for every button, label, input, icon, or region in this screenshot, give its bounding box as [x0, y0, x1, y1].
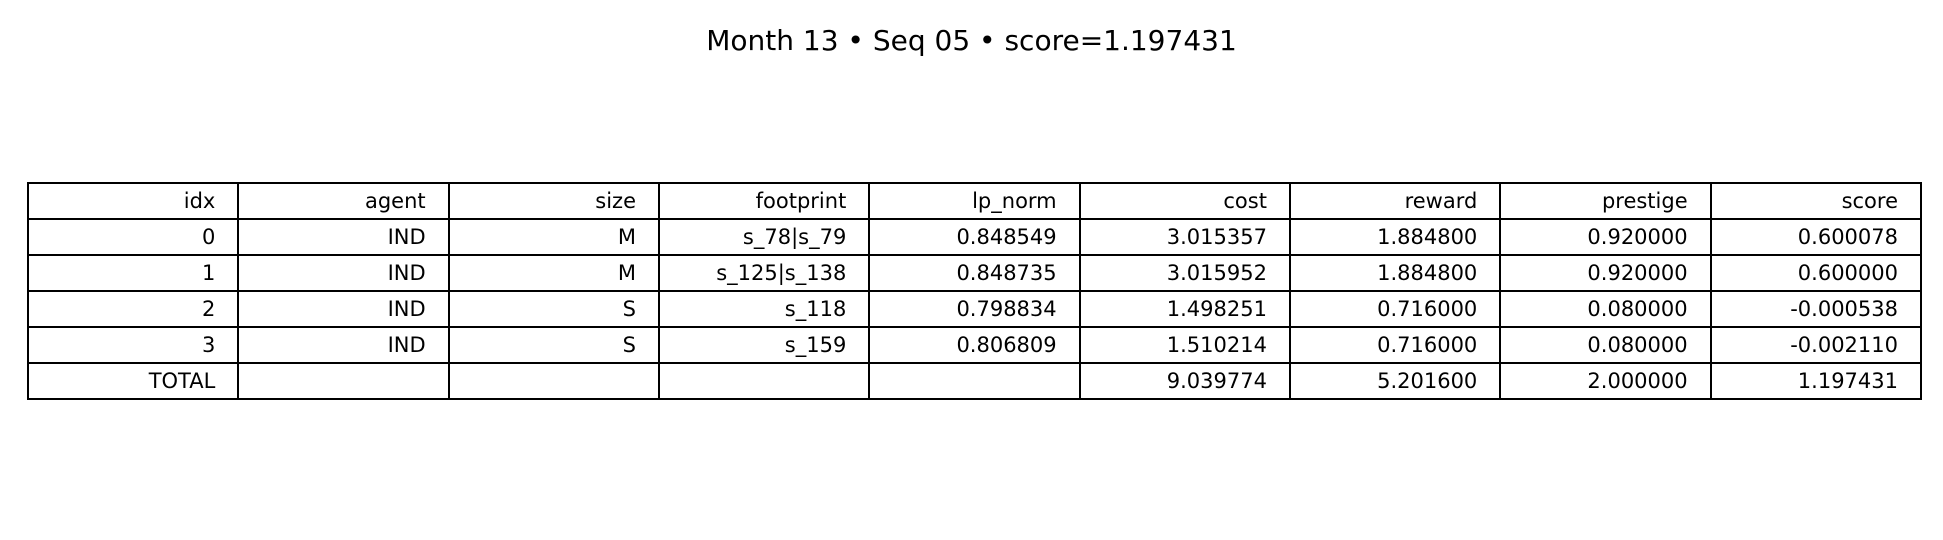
header-cell-size: size — [447, 182, 660, 220]
table-row: 1 IND M s_125|s_138 0.848735 3.015952 1.… — [26, 254, 1923, 292]
table-cell: 1.884800 — [1288, 254, 1502, 292]
table-cell: S — [447, 326, 660, 364]
header-cell-cost: cost — [1078, 182, 1291, 220]
table-cell: 3 — [26, 326, 240, 364]
table-row: 3 IND S s_159 0.806809 1.510214 0.716000… — [26, 326, 1923, 364]
table-cell: IND — [237, 326, 450, 364]
table-cell — [237, 362, 450, 400]
table-cell: M — [447, 254, 660, 292]
table-cell: 0.806809 — [868, 326, 1081, 364]
table-cell: 2.000000 — [1499, 362, 1712, 400]
table-cell: 0.716000 — [1288, 290, 1502, 328]
table-cell: M — [447, 218, 660, 256]
chart-title: Month 13 • Seq 05 • score=1.197431 — [706, 24, 1237, 57]
table-cell — [868, 362, 1081, 400]
table-cell: 1.498251 — [1078, 290, 1291, 328]
header-cell-prestige: prestige — [1499, 182, 1712, 220]
table-cell: 1.197431 — [1709, 362, 1923, 400]
table-cell: 2 — [26, 290, 240, 328]
table-cell: 0.920000 — [1499, 254, 1712, 292]
header-cell-score: score — [1709, 182, 1923, 220]
results-table: idx agent size footprint lp_norm cost re… — [26, 182, 1923, 400]
header-cell-footprint: footprint — [657, 182, 871, 220]
header-cell-idx: idx — [26, 182, 240, 220]
table-cell: 0.798834 — [868, 290, 1081, 328]
table-cell: 0.848549 — [868, 218, 1081, 256]
table-cell: IND — [237, 290, 450, 328]
header-cell-lp-norm: lp_norm — [868, 182, 1081, 220]
table-cell: 0 — [26, 218, 240, 256]
table-cell: 1.510214 — [1078, 326, 1291, 364]
table-cell: s_118 — [657, 290, 871, 328]
table-cell: IND — [237, 218, 450, 256]
table-cell: TOTAL — [26, 362, 240, 400]
table-cell: s_125|s_138 — [657, 254, 871, 292]
table-cell: -0.002110 — [1709, 326, 1923, 364]
header-cell-agent: agent — [237, 182, 450, 220]
table-cell: 0.080000 — [1499, 290, 1712, 328]
table-cell: 9.039774 — [1078, 362, 1291, 400]
table-cell — [447, 362, 660, 400]
table-cell: 0.848735 — [868, 254, 1081, 292]
table-cell — [657, 362, 871, 400]
table-cell: 0.920000 — [1499, 218, 1712, 256]
table-cell: 0.080000 — [1499, 326, 1712, 364]
table-total-row: TOTAL 9.039774 5.201600 2.000000 1.19743… — [26, 362, 1923, 400]
table-cell: 3.015357 — [1078, 218, 1291, 256]
table-cell: -0.000538 — [1709, 290, 1923, 328]
table-row: 2 IND S s_118 0.798834 1.498251 0.716000… — [26, 290, 1923, 328]
header-cell-reward: reward — [1288, 182, 1502, 220]
table-cell: 0.600000 — [1709, 254, 1923, 292]
table-cell: 1.884800 — [1288, 218, 1502, 256]
table-cell: 0.716000 — [1288, 326, 1502, 364]
table-cell: 0.600078 — [1709, 218, 1923, 256]
table-cell: 5.201600 — [1288, 362, 1502, 400]
table-row: 0 IND M s_78|s_79 0.848549 3.015357 1.88… — [26, 218, 1923, 256]
table-cell: s_78|s_79 — [657, 218, 871, 256]
table-cell: IND — [237, 254, 450, 292]
table-cell: 3.015952 — [1078, 254, 1291, 292]
table-cell: S — [447, 290, 660, 328]
table-cell: s_159 — [657, 326, 871, 364]
table-header-row: idx agent size footprint lp_norm cost re… — [26, 182, 1923, 220]
table-cell: 1 — [26, 254, 240, 292]
